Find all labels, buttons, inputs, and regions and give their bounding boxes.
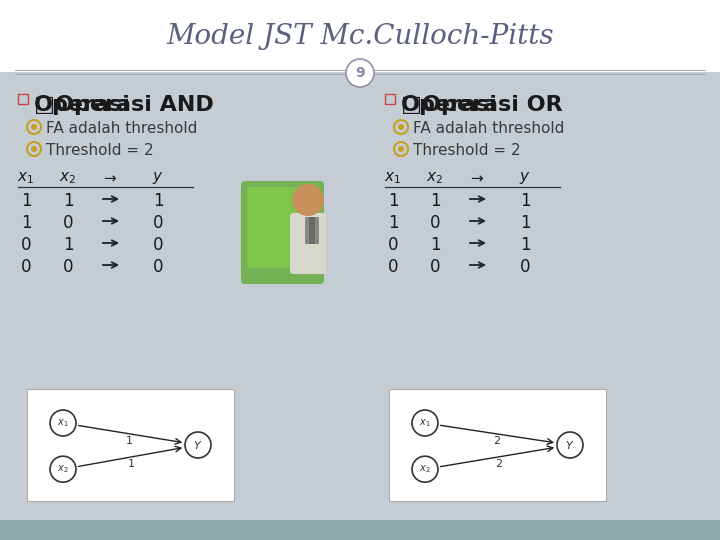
Text: Threshold = 2: Threshold = 2 — [46, 143, 153, 158]
FancyBboxPatch shape — [309, 217, 319, 244]
Text: 1: 1 — [387, 192, 398, 210]
Text: □Operasi OR: □Operasi OR — [401, 95, 562, 115]
Text: 1: 1 — [520, 236, 531, 254]
Text: 0: 0 — [430, 214, 440, 232]
Text: 1: 1 — [520, 214, 531, 232]
Text: 1: 1 — [63, 236, 73, 254]
Text: $x_1$: $x_1$ — [419, 417, 431, 429]
Circle shape — [346, 59, 374, 87]
FancyBboxPatch shape — [27, 389, 234, 501]
Text: 0: 0 — [430, 258, 440, 276]
Text: 1: 1 — [128, 459, 135, 469]
Text: 1: 1 — [63, 192, 73, 210]
Text: $\rightarrow$: $\rightarrow$ — [102, 170, 119, 185]
Text: Operasi: Operasi — [401, 95, 498, 115]
Circle shape — [557, 432, 583, 458]
Text: 0: 0 — [388, 236, 398, 254]
Text: $Y$: $Y$ — [193, 439, 203, 451]
Text: 1: 1 — [21, 192, 31, 210]
Text: $x_1$: $x_1$ — [384, 170, 402, 186]
Circle shape — [412, 410, 438, 436]
Text: 1: 1 — [430, 192, 441, 210]
Circle shape — [31, 146, 37, 152]
Text: $x_2$: $x_2$ — [426, 170, 444, 186]
FancyBboxPatch shape — [0, 520, 720, 540]
FancyBboxPatch shape — [247, 187, 313, 268]
Text: 0: 0 — [153, 214, 163, 232]
FancyBboxPatch shape — [0, 0, 720, 72]
Text: $x_1$: $x_1$ — [57, 417, 69, 429]
Circle shape — [50, 456, 76, 482]
Text: 0: 0 — [153, 236, 163, 254]
Text: $x_2$: $x_2$ — [57, 463, 69, 475]
Text: Model JST Mc.Culloch-Pitts: Model JST Mc.Culloch-Pitts — [166, 23, 554, 50]
Text: □Operasi AND: □Operasi AND — [34, 95, 214, 115]
Circle shape — [185, 432, 211, 458]
Text: 0: 0 — [63, 214, 73, 232]
Text: 0: 0 — [153, 258, 163, 276]
FancyBboxPatch shape — [290, 213, 326, 274]
Text: $Y$: $Y$ — [565, 439, 575, 451]
Text: 0: 0 — [63, 258, 73, 276]
FancyBboxPatch shape — [241, 181, 324, 284]
Circle shape — [50, 410, 76, 436]
Circle shape — [398, 124, 404, 130]
Text: 1: 1 — [21, 214, 31, 232]
Text: FA adalah threshold: FA adalah threshold — [413, 121, 564, 136]
Text: $\rightarrow$: $\rightarrow$ — [469, 170, 485, 185]
Text: 0: 0 — [388, 258, 398, 276]
Circle shape — [412, 456, 438, 482]
Text: $y$: $y$ — [152, 170, 163, 186]
Text: 0: 0 — [21, 258, 31, 276]
Text: $y$: $y$ — [519, 170, 531, 186]
FancyBboxPatch shape — [389, 389, 606, 501]
Text: $x_1$: $x_1$ — [17, 170, 35, 186]
Text: $x_2$: $x_2$ — [419, 463, 431, 475]
Text: 9: 9 — [355, 66, 365, 80]
Text: Threshold = 2: Threshold = 2 — [413, 143, 521, 158]
Text: 2: 2 — [493, 436, 500, 446]
Circle shape — [398, 146, 404, 152]
FancyBboxPatch shape — [305, 217, 315, 244]
Text: FA adalah threshold: FA adalah threshold — [46, 121, 197, 136]
Text: 1: 1 — [387, 214, 398, 232]
Text: 0: 0 — [520, 258, 530, 276]
Text: 1: 1 — [520, 192, 531, 210]
Text: Operasi: Operasi — [34, 95, 131, 115]
Text: 1: 1 — [430, 236, 441, 254]
Text: 1: 1 — [126, 436, 133, 446]
Text: 0: 0 — [21, 236, 31, 254]
Text: $x_2$: $x_2$ — [60, 170, 76, 186]
Text: 1: 1 — [153, 192, 163, 210]
Circle shape — [292, 184, 324, 216]
Circle shape — [31, 124, 37, 130]
Text: 2: 2 — [495, 459, 503, 469]
